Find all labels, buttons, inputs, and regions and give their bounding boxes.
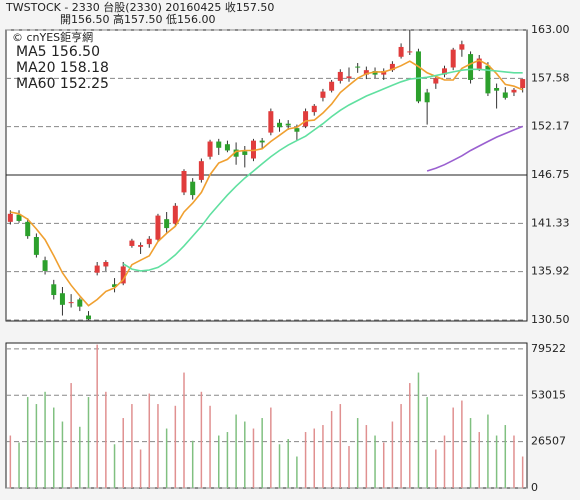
candle-body xyxy=(94,265,100,273)
candle-body xyxy=(103,262,109,267)
candle-body xyxy=(85,315,91,320)
candle-body xyxy=(311,105,317,113)
y-tick-label: 141.33 xyxy=(531,216,570,229)
candle-body xyxy=(389,63,395,71)
candle-body xyxy=(363,70,369,75)
y-tick-label: 79522 xyxy=(531,342,566,355)
candle-body xyxy=(494,88,500,91)
candle-body xyxy=(207,141,213,157)
candle-body xyxy=(190,181,196,196)
candle-body xyxy=(7,213,13,222)
candle-body xyxy=(320,91,326,98)
y-tick-label: 152.17 xyxy=(531,120,570,133)
candle-body xyxy=(381,71,387,75)
candle-body xyxy=(355,66,361,68)
candle-body xyxy=(468,54,474,80)
y-tick-label: 26507 xyxy=(531,435,566,448)
legend-entry: MA5 156.50 xyxy=(16,44,100,60)
y-tick-label: 157.58 xyxy=(531,71,570,84)
candle-body xyxy=(42,260,48,271)
ma-line xyxy=(122,68,523,272)
candle-body xyxy=(233,149,239,157)
candle-body xyxy=(407,51,413,53)
candle-body xyxy=(415,51,421,102)
y-tick-label: 53015 xyxy=(531,388,566,401)
candle-body xyxy=(485,65,491,94)
candle-body xyxy=(59,293,65,305)
candle-body xyxy=(16,214,22,221)
ma-line xyxy=(10,59,524,307)
candle-body xyxy=(433,78,439,84)
candle-body xyxy=(346,76,352,79)
chart-title: TWSTOCK - 2330 台股(2330) 20160425 收157.50 xyxy=(5,0,274,14)
candle-body xyxy=(33,237,39,255)
candle-body xyxy=(146,238,152,245)
candle-body xyxy=(372,71,378,75)
candle-body xyxy=(172,205,178,224)
candle-body xyxy=(459,44,465,50)
candle-body xyxy=(216,141,222,148)
candle-body xyxy=(181,170,187,193)
candle-body xyxy=(424,92,430,103)
candle-body xyxy=(511,89,517,93)
candle-body xyxy=(138,245,144,247)
candle-body xyxy=(25,221,31,237)
candle-body xyxy=(285,123,291,126)
y-tick-label: 0 xyxy=(531,481,538,494)
candle-body xyxy=(120,266,126,284)
candle-body xyxy=(442,68,448,75)
candle-body xyxy=(224,144,230,151)
candle-body xyxy=(77,299,83,307)
y-tick-label: 163.00 xyxy=(531,23,570,36)
y-tick-label: 146.75 xyxy=(531,168,570,181)
source: © cnYES鉅亨網 xyxy=(12,30,93,44)
candle-body xyxy=(68,302,74,304)
candle-body xyxy=(303,111,309,127)
candle-body xyxy=(520,79,526,88)
candle-body xyxy=(129,240,135,246)
candle-body xyxy=(198,161,204,180)
ma-line xyxy=(426,125,523,172)
candle-body xyxy=(476,58,482,70)
candle-body xyxy=(398,46,404,57)
y-tick-label: 130.50 xyxy=(531,313,570,326)
candle-body xyxy=(337,71,343,81)
chart-subtitle: 開156.50 高157.50 低156.00 xyxy=(60,12,215,26)
legend-entry: MA20 158.18 xyxy=(16,60,109,76)
legend-entry: MA60 152.25 xyxy=(16,76,109,92)
y-tick-label: 135.92 xyxy=(531,265,570,278)
candle-body xyxy=(268,111,274,133)
candle-body xyxy=(242,151,248,155)
candle-body xyxy=(294,128,300,132)
candle-body xyxy=(51,284,57,296)
candle-body xyxy=(112,284,118,287)
candle-body xyxy=(164,219,170,229)
candle-body xyxy=(450,49,456,68)
candle-body xyxy=(277,122,283,128)
candle-body xyxy=(155,215,161,240)
candle-body xyxy=(250,140,256,159)
candle-body xyxy=(259,140,265,143)
candle-body xyxy=(329,81,335,91)
candle-body xyxy=(502,92,508,98)
volume-panel xyxy=(5,342,528,489)
